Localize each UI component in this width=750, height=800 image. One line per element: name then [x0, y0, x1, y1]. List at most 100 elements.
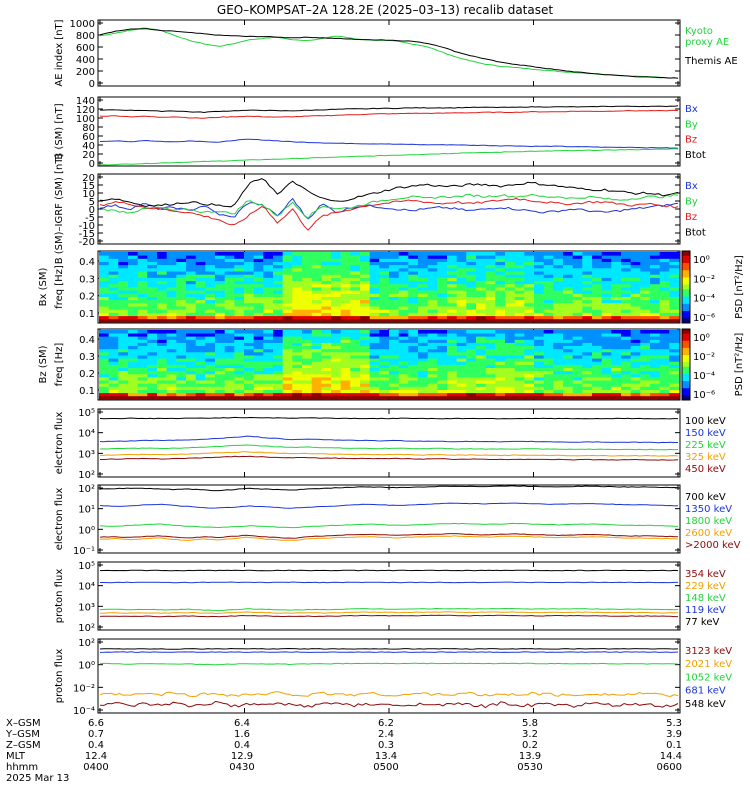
- spectrogram-cell: [195, 348, 206, 353]
- spectrogram-cell: [195, 389, 206, 394]
- spectrogram-cell: [166, 358, 177, 362]
- spectrogram-cell: [292, 345, 303, 350]
- spectrogram-cell: [157, 296, 168, 301]
- spectrogram-cell: [621, 370, 632, 375]
- spectrogram-cell: [611, 330, 622, 334]
- legend-label: Btot: [685, 150, 706, 161]
- spectrogram-cell: [195, 392, 206, 397]
- spectrogram-cell: [659, 336, 670, 340]
- spectrogram-cell: [166, 290, 177, 294]
- spectrogram-cell: [630, 280, 641, 285]
- spectrogram-cell: [611, 339, 622, 343]
- spectrogram-cell: [514, 377, 525, 381]
- spectrogram-cell: [640, 261, 651, 266]
- spectrogram-cell: [621, 264, 632, 269]
- spectrogram-cell: [331, 342, 342, 346]
- spectrogram-cell: [456, 271, 467, 275]
- spectrogram-cell: [273, 386, 284, 390]
- spectrogram-cell: [601, 333, 612, 337]
- spectrogram-cell: [311, 352, 322, 356]
- spectrogram-cell: [389, 364, 400, 368]
- spectrogram-cell: [302, 255, 313, 259]
- spectrogram-cell: [476, 280, 487, 285]
- spectrogram-cell: [273, 290, 284, 294]
- spectrogram-cell: [524, 342, 535, 346]
- spectrogram-cell: [321, 377, 332, 381]
- spectrogram-cell: [592, 290, 603, 294]
- spectrogram-cell: [534, 252, 545, 256]
- spectrogram-cell: [137, 383, 148, 387]
- spectrogram-cell: [331, 309, 342, 313]
- ephem-value: 1.6: [234, 729, 250, 740]
- spectrogram-cell: [360, 306, 371, 310]
- spectrogram-cell: [534, 287, 545, 291]
- spectrogram-cell: [128, 386, 139, 390]
- spectrogram-cell: [514, 267, 525, 272]
- spectrogram-cell: [244, 342, 255, 346]
- spectrogram-cell: [282, 352, 293, 356]
- spectrogram-cell: [534, 355, 545, 359]
- spectrogram-cell: [418, 315, 429, 320]
- spectrogram-cell: [118, 373, 129, 378]
- spectrogram-cell: [485, 287, 496, 291]
- spectrogram-cell: [118, 290, 129, 294]
- spectrogram-cell: [137, 339, 148, 343]
- spectrogram-cell: [514, 389, 525, 394]
- spectrogram-cell: [524, 383, 535, 387]
- spectrogram-cell: [524, 290, 535, 294]
- spectrogram-cell: [147, 342, 158, 346]
- ytick-label: 0.4: [79, 257, 95, 268]
- ytick-label: 0: [89, 79, 95, 90]
- spectrogram-cell: [205, 380, 216, 384]
- spectrogram-cell: [176, 309, 187, 313]
- spectrogram-cell: [427, 355, 438, 359]
- spectrogram-cell: [582, 271, 593, 275]
- spectrogram-cell: [282, 264, 293, 269]
- spectrogram-cell: [379, 364, 390, 368]
- spectrogram-cell: [611, 290, 622, 294]
- spectrogram-cell: [418, 339, 429, 343]
- spectrogram-cell: [553, 339, 564, 343]
- spectrogram-cell: [311, 299, 322, 304]
- spectrogram-cell: [659, 296, 670, 301]
- series-line-btot: [100, 105, 679, 114]
- spectrogram-cell: [244, 258, 255, 262]
- spectrogram-cell: [215, 283, 226, 288]
- spectrogram-cell: [389, 293, 400, 297]
- spectrogram-cell: [534, 283, 545, 288]
- spectrogram-cell: [418, 392, 429, 397]
- spectrogram-cell: [601, 296, 612, 301]
- ephem-value: 12.9: [231, 751, 253, 762]
- spectrogram-cell: [186, 318, 197, 323]
- spectrogram-cell: [630, 395, 641, 400]
- spectrogram-cell: [176, 293, 187, 297]
- spectrogram-cell: [224, 333, 235, 337]
- spectrogram-cell: [640, 333, 651, 337]
- spectrogram-cell: [495, 280, 506, 285]
- spectrogram-cell: [311, 264, 322, 269]
- spectrogram-cell: [253, 309, 264, 313]
- spectrogram-cell: [166, 336, 177, 340]
- spectrogram-cell: [592, 296, 603, 301]
- spectrogram-cell: [118, 361, 129, 365]
- spectrogram-cell: [466, 342, 477, 346]
- spectrogram-cell: [669, 267, 680, 272]
- spectrogram-cell: [195, 277, 206, 282]
- legend-label: Btot: [685, 228, 706, 239]
- spectrogram-cell: [369, 267, 380, 272]
- spectrogram-cell: [379, 299, 390, 304]
- legend-label: Bx: [685, 181, 698, 192]
- spectrogram-cell: [650, 336, 661, 340]
- spectrogram-cell: [553, 283, 564, 288]
- spectrogram-cell: [311, 312, 322, 317]
- spectrogram-cell: [311, 361, 322, 365]
- spectrogram-cell: [611, 252, 622, 256]
- spectrogram-cell: [398, 358, 409, 362]
- spectrogram-cell: [205, 333, 216, 337]
- spectrogram-cell: [350, 306, 361, 310]
- spectrogram-cell: [224, 370, 235, 375]
- spectrogram-cell: [466, 330, 477, 334]
- spectrogram-cell: [621, 290, 632, 294]
- spectrogram-cell: [553, 355, 564, 359]
